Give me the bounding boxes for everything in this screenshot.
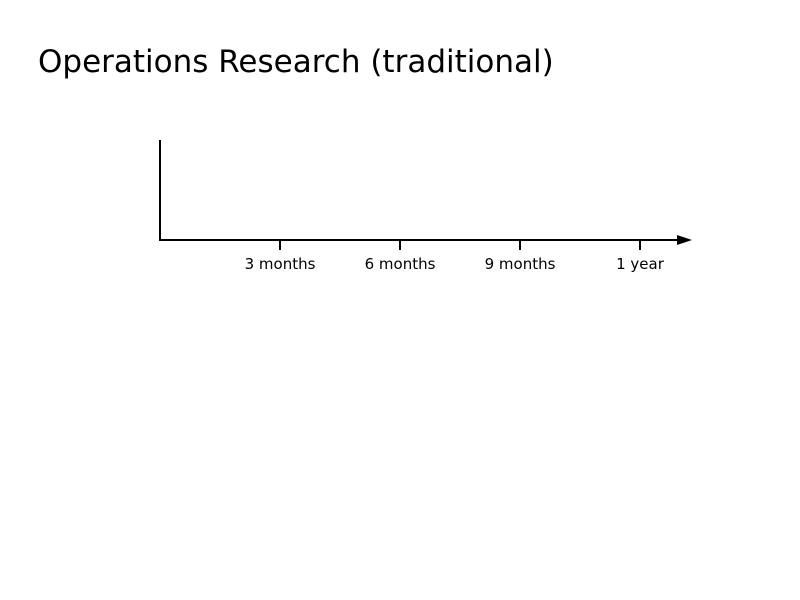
tick-label-6-months: 6 months (365, 255, 436, 273)
slide-title: Operations Research (traditional) (38, 44, 554, 80)
tick-label-3-months: 3 months (245, 255, 316, 273)
tick-label-9-months: 9 months (485, 255, 556, 273)
axis-arrowhead (677, 235, 692, 245)
tick-label-1-year: 1 year (616, 255, 665, 273)
